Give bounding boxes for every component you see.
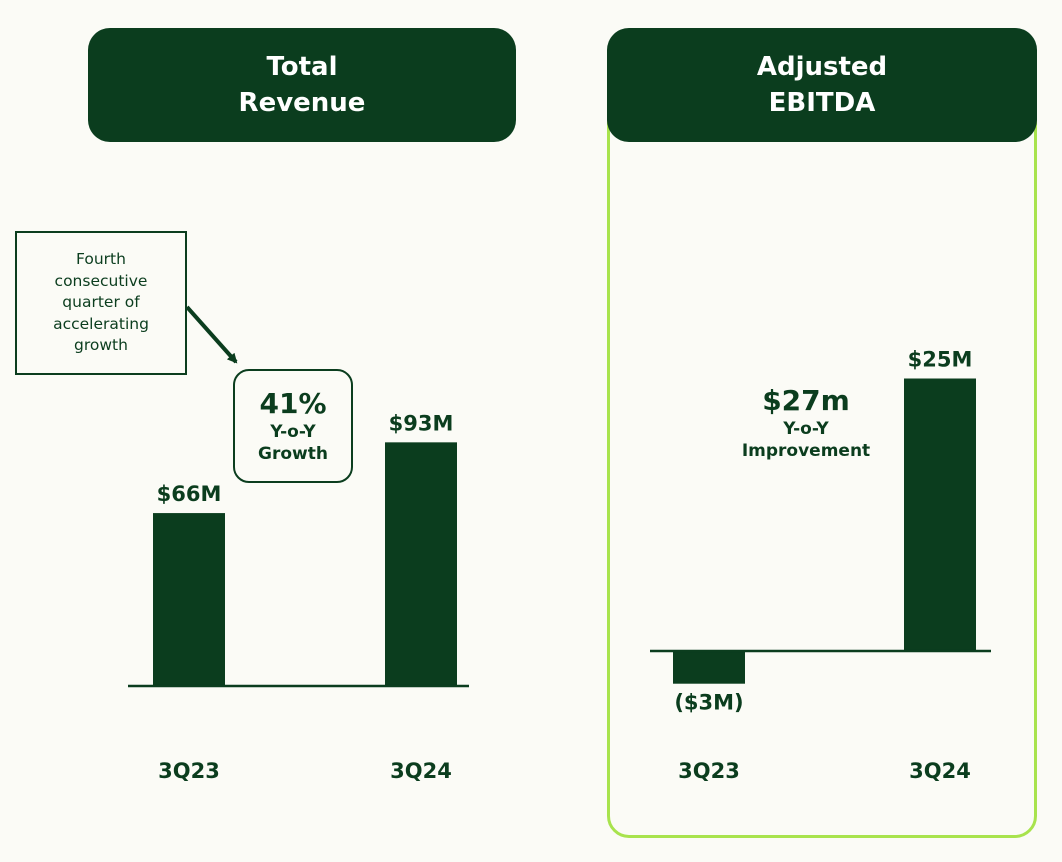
ebitda-bar-chart: ($3M) 3Q23 $25M 3Q24 (650, 348, 991, 783)
yoy-improvement-value: $27m (762, 384, 850, 417)
callout-box: Fourth consecutive quarter of accelerati… (15, 231, 187, 375)
yoy-growth-line-1: Y-o-Y (270, 422, 316, 442)
revenue-panel-header: Total Revenue (88, 28, 516, 142)
ebitda-bar-3q23 (673, 651, 745, 684)
revenue-bar-chart: $66M 3Q23 $93M 3Q24 (128, 411, 469, 783)
ebitda-category-label-3q23: 3Q23 (678, 759, 740, 783)
revenue-bar-3q23 (153, 513, 225, 686)
revenue-value-label-3q24: $93M (389, 411, 454, 435)
revenue-header-line-2: Revenue (238, 88, 366, 118)
callout-line-2: consecutive (54, 271, 148, 290)
ebitda-header-line-2: EBITDA (768, 88, 876, 118)
callout-arrow (185, 305, 238, 364)
yoy-improvement-annotation: $27m Y-o-Y Improvement (718, 384, 894, 462)
revenue-value-label-3q23: $66M (157, 482, 222, 506)
ebitda-bar-3q24 (904, 378, 976, 651)
ebitda-category-label-3q24: 3Q24 (909, 759, 971, 783)
yoy-growth-value: 41% (259, 387, 327, 420)
ebitda-value-label-3q24: $25M (908, 348, 973, 372)
callout-line-1: Fourth (76, 250, 126, 269)
callout-line-3: quarter of (62, 293, 140, 312)
yoy-improvement-line-1: Y-o-Y (783, 419, 829, 439)
revenue-category-label-3q23: 3Q23 (158, 759, 220, 783)
yoy-improvement-line-2: Improvement (741, 441, 871, 461)
ebitda-panel-header: Adjusted EBITDA (607, 28, 1037, 142)
revenue-bar-3q24 (385, 442, 457, 686)
callout-line-4: accelerating (53, 314, 149, 333)
yoy-growth-badge: 41% Y-o-Y Growth (233, 369, 353, 483)
yoy-growth-line-2: Growth (258, 444, 328, 464)
ebitda-value-label-3q23: ($3M) (674, 691, 743, 715)
callout-line-5: growth (74, 336, 128, 355)
revenue-header-line-1: Total (266, 52, 338, 82)
revenue-category-label-3q24: 3Q24 (390, 759, 452, 783)
ebitda-header-line-1: Adjusted (756, 52, 888, 82)
